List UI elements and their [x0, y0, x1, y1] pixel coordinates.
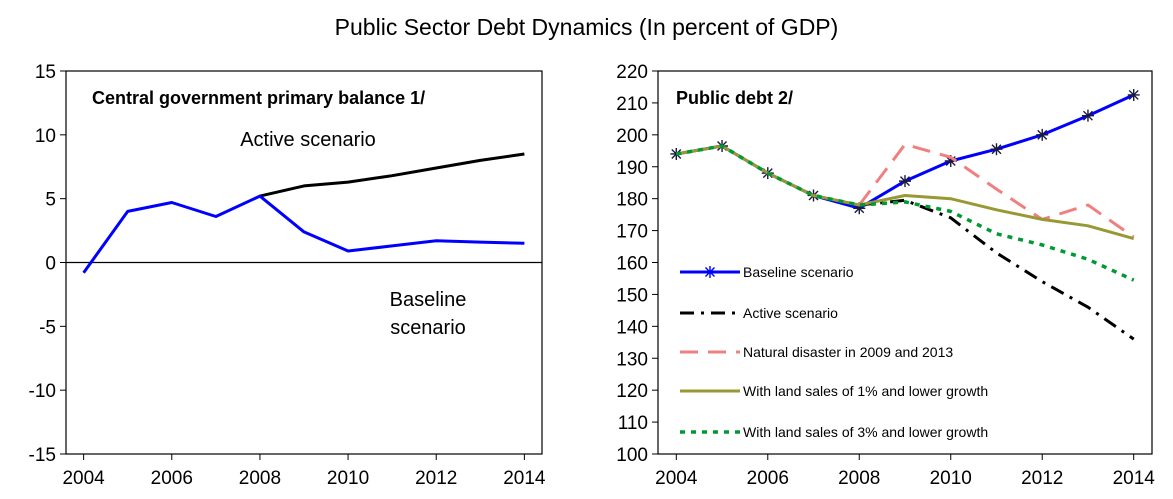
- y-tick-label: 180: [616, 190, 648, 211]
- y-tick-label: -5: [39, 317, 56, 338]
- x-tick-label: 2012: [1021, 468, 1063, 489]
- y-tick-label: 130: [616, 349, 648, 370]
- data-point-marker: [1036, 128, 1049, 141]
- series-line: [859, 198, 1135, 341]
- data-point-marker: [853, 202, 866, 215]
- x-tick-label: 2008: [239, 468, 281, 489]
- data-point-marker: [1081, 109, 1094, 122]
- y-tick-label: 140: [616, 317, 648, 338]
- annotation-active: Active scenario: [240, 129, 376, 151]
- x-tick-label: 2004: [655, 468, 698, 489]
- legend-marker: [704, 266, 716, 278]
- y-tick-label: 120: [616, 381, 648, 402]
- chart-2: 100 110 120 130 140 150 160 170 180 190 200 210 220 2…: [616, 62, 1155, 489]
- y-tick-label: 5: [45, 190, 56, 211]
- series-line: [675, 144, 1135, 282]
- y-tick-label: 210: [616, 94, 648, 115]
- series-line: [259, 152, 525, 198]
- panel-title: Public debt 2/: [676, 88, 793, 108]
- series-line: [82, 194, 525, 274]
- data-point-marker: [944, 155, 957, 168]
- annotation-baseline: scenario: [390, 317, 466, 339]
- annotation-baseline: Baseline: [390, 289, 467, 311]
- series-line: [858, 142, 1135, 239]
- y-tick-label: -15: [29, 445, 56, 466]
- x-tick-label: 2012: [415, 468, 457, 489]
- legend-label: With land sales of 3% and lower growth: [743, 424, 988, 440]
- legend-label: Baseline scenario: [743, 264, 854, 280]
- y-tick-label: 10: [35, 126, 56, 147]
- data-point-marker: [1127, 88, 1140, 101]
- data-point-marker: [990, 143, 1003, 156]
- y-tick-label: 150: [616, 285, 648, 306]
- x-tick-label: 2008: [838, 468, 880, 489]
- legend-label: With land sales of 1% and lower growth: [743, 383, 988, 399]
- series-line: [676, 144, 1135, 241]
- data-point-marker: [670, 147, 683, 160]
- y-tick-label: 160: [616, 254, 648, 275]
- x-tick-label: 2014: [1113, 468, 1156, 489]
- series-line: [676, 93, 1135, 210]
- y-tick-label: 170: [616, 222, 648, 243]
- figure-title: Public Sector Debt Dynamics (In percent …: [334, 14, 839, 40]
- x-tick-label: 2014: [503, 468, 546, 489]
- x-tick-label: 2006: [747, 468, 789, 489]
- x-tick-label: 2010: [930, 468, 972, 489]
- y-tick-label: 15: [35, 62, 56, 83]
- x-tick-label: 2004: [62, 468, 105, 489]
- y-tick-label: 100: [616, 445, 648, 466]
- legend-label: Active scenario: [743, 305, 838, 321]
- y-tick-label: 190: [616, 158, 648, 179]
- y-tick-label: 220: [616, 62, 648, 83]
- x-tick-label: 2010: [327, 468, 369, 489]
- chart-1: -15 -10 -5 0 5 10 15 2004 2006 2008 2010 2012 2014 Ce…: [29, 62, 546, 489]
- x-tick-label: 2006: [151, 468, 193, 489]
- y-tick-label: 0: [45, 254, 56, 275]
- y-tick-label: 200: [616, 126, 648, 147]
- legend-label: Natural disaster in 2009 and 2013: [743, 344, 953, 360]
- y-tick-label: -10: [29, 381, 56, 402]
- y-tick-label: 110: [618, 413, 648, 434]
- panel-title: Central government primary balance 1/: [92, 88, 425, 108]
- data-point-marker: [899, 175, 911, 188]
